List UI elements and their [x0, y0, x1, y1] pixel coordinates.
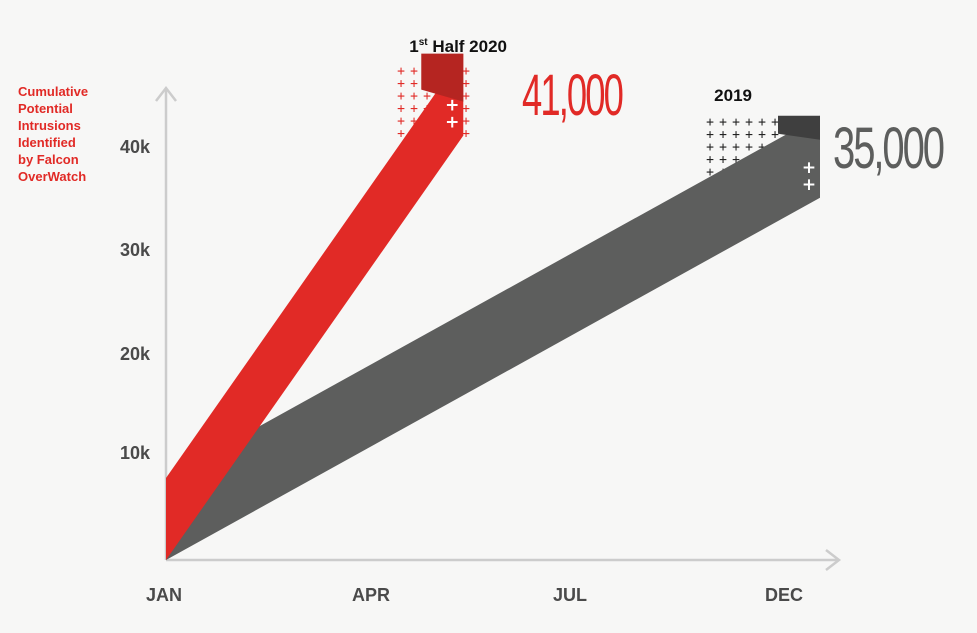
y-axis-title-line: Intrusions	[18, 118, 81, 133]
series-name-2020-lead: 1	[409, 37, 418, 56]
series-2019-ribbon-plus: +	[802, 158, 816, 178]
decorative-cross: +	[706, 140, 714, 155]
series-2019-ribbon-plus: +	[802, 175, 816, 195]
decorative-cross: +	[706, 153, 714, 168]
decorative-cross: +	[706, 115, 714, 130]
decorative-cross: +	[732, 153, 740, 168]
x-axis	[166, 549, 842, 571]
decorative-cross: +	[719, 153, 727, 168]
decorative-cross: +	[732, 128, 740, 143]
y-axis-title-line: OverWatch	[18, 169, 86, 184]
y-axis-title-line: Potential	[18, 101, 73, 116]
value-label-2019: 35,000	[833, 116, 944, 181]
decorative-cross: +	[758, 128, 766, 143]
decorative-cross: +	[397, 64, 405, 79]
decorative-cross: +	[758, 115, 766, 130]
decorative-cross: +	[410, 64, 418, 79]
decorative-cross: +	[397, 127, 405, 142]
series-2019-ribbon-cap	[778, 115, 820, 140]
series-name-2019: 2019	[714, 86, 752, 105]
x-tick-label: JAN	[146, 585, 182, 605]
y-tick-label: 30k	[120, 240, 151, 260]
decorative-cross: +	[410, 114, 418, 129]
decorative-cross: +	[410, 77, 418, 92]
decorative-cross: +	[397, 114, 405, 129]
series-2019-ribbon	[166, 115, 820, 560]
series-name-2020-sup: st	[419, 37, 429, 48]
decorative-cross: +	[410, 102, 418, 117]
y-axis-title-line: Cumulative	[18, 84, 88, 99]
decorative-cross: +	[719, 115, 727, 130]
y-axis-title: Cumulative Potential Intrusions Identifi…	[18, 84, 92, 184]
decorative-cross: +	[462, 77, 470, 92]
y-tick-label: 20k	[120, 344, 151, 364]
series-name-2020-rest: Half 2020	[428, 37, 507, 56]
series-name-2020: 1st Half 2020	[409, 37, 507, 56]
value-label-2020: 41,000	[522, 63, 622, 128]
decorative-cross: +	[462, 64, 470, 79]
decorative-cross: +	[719, 128, 727, 143]
decorative-cross: +	[745, 128, 753, 143]
decorative-cross: +	[706, 165, 714, 180]
decorative-cross: +	[732, 140, 740, 155]
x-tick-label: APR	[352, 585, 390, 605]
series-2020-ribbon-plus: +	[445, 96, 459, 116]
decorative-cross: +	[462, 114, 470, 129]
y-axis-title-line: by Falcon	[18, 152, 79, 167]
series-2020-ribbon-cap	[421, 53, 464, 102]
decorative-cross: +	[758, 140, 766, 155]
series-2019: ++	[166, 115, 820, 560]
series-2020-ribbon-plus: +	[445, 113, 459, 133]
decorative-cross: +	[745, 140, 753, 155]
decorative-cross: +	[745, 115, 753, 130]
decorative-cross: +	[462, 127, 470, 142]
x-tick-label: JUL	[553, 585, 587, 605]
decorative-cross: +	[462, 102, 470, 117]
y-tick-label: 40k	[120, 137, 151, 157]
decorative-cross: +	[410, 89, 418, 104]
decorative-cross: +	[719, 140, 727, 155]
decorative-cross: +	[732, 115, 740, 130]
decorative-cross: +	[397, 77, 405, 92]
y-axis-title-line: Identified	[18, 135, 76, 150]
series-2020-ribbon	[166, 53, 464, 561]
decorative-cross: +	[771, 115, 779, 130]
decorative-cross: +	[706, 128, 714, 143]
series-2020: ++	[166, 53, 464, 561]
decorative-cross: +	[423, 89, 431, 104]
decorative-cross: +	[397, 89, 405, 104]
decorative-cross: +	[462, 89, 470, 104]
decorative-cross: +	[771, 128, 779, 143]
decorative-cross: +	[397, 102, 405, 117]
x-tick-label: DEC	[765, 585, 803, 605]
y-tick-label: 10k	[120, 443, 151, 463]
